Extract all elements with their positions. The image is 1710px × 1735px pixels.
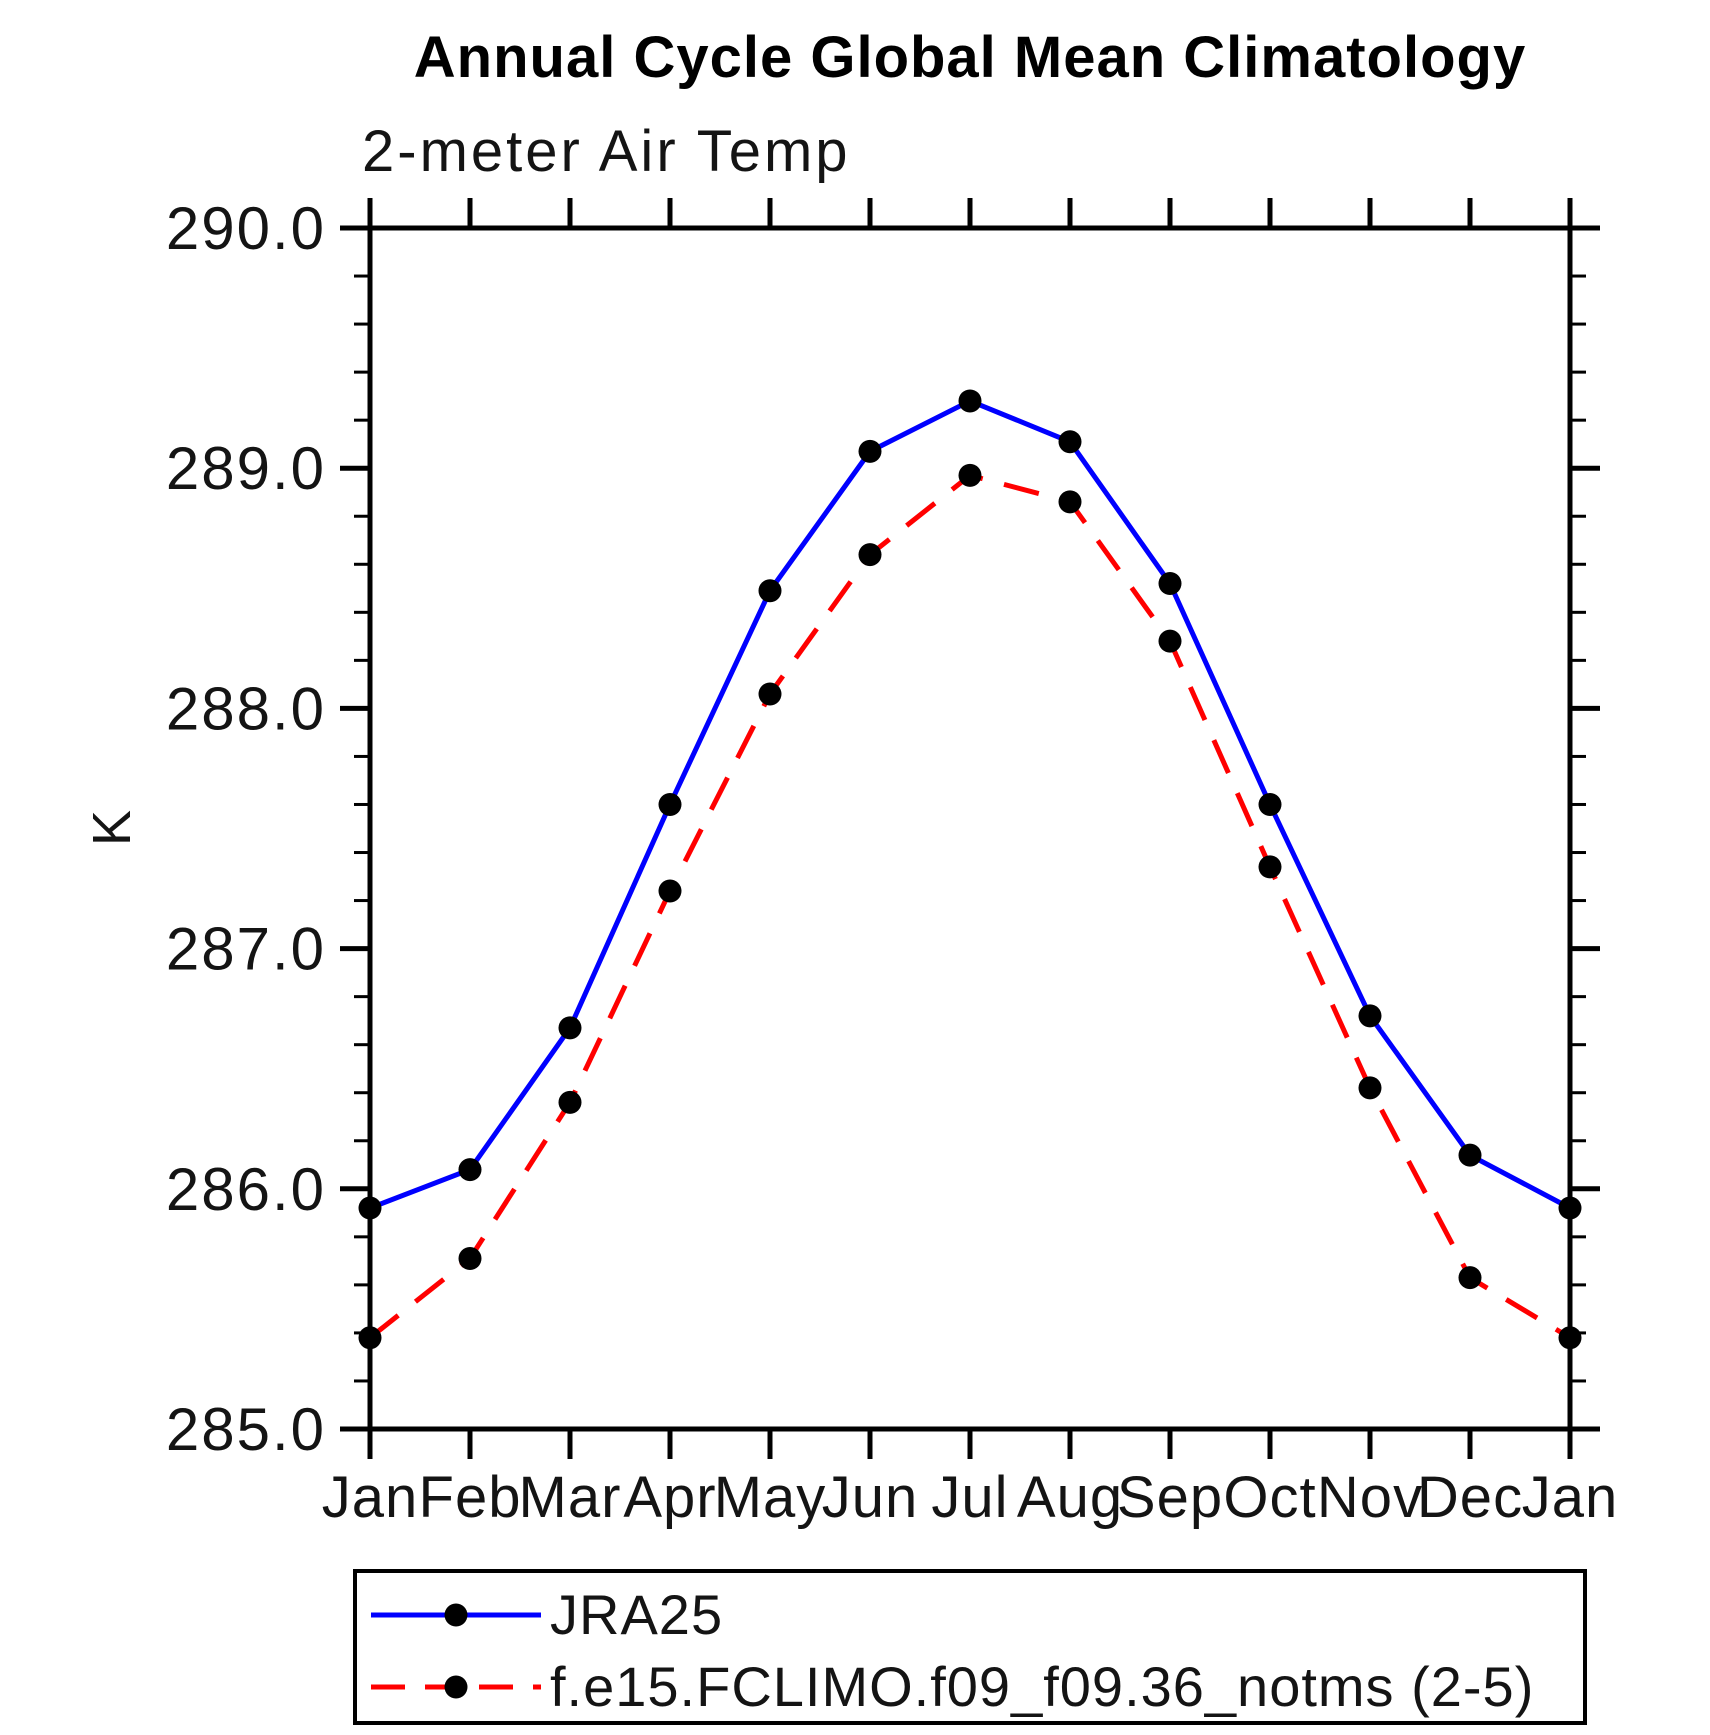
y-tick-label: 285.0: [166, 1396, 326, 1463]
data-point: [1158, 571, 1182, 595]
x-tick-label: Jul: [931, 1465, 1008, 1530]
data-point: [758, 579, 782, 603]
legend: JRA25 f.e15.FCLIMO.f09_f09.36_notms (2-5…: [353, 1569, 1587, 1725]
data-point: [1058, 430, 1082, 454]
data-point: [558, 1090, 582, 1114]
x-tick-label: Jun: [822, 1465, 919, 1530]
data-point: [1258, 855, 1282, 879]
data-point: [1258, 792, 1282, 816]
legend-item: JRA25: [357, 1585, 723, 1645]
data-point: [458, 1246, 482, 1270]
data-point: [658, 792, 682, 816]
x-tick-label: May: [714, 1465, 827, 1530]
x-tick-label: Sep: [1117, 1465, 1223, 1530]
data-point: [458, 1158, 482, 1182]
x-tick-label: Apr: [623, 1465, 716, 1530]
data-point: [758, 682, 782, 706]
legend-item: f.e15.FCLIMO.f09_f09.36_notms (2-5): [357, 1657, 1534, 1717]
data-point: [558, 1016, 582, 1040]
data-point: [1458, 1266, 1482, 1290]
x-tick-label: Mar: [519, 1465, 622, 1530]
y-tick-label: 289.0: [166, 435, 326, 502]
data-point: [858, 543, 882, 567]
chart-subtitle: 2-meter Air Temp: [362, 119, 851, 184]
legend-swatch-line-icon: [371, 1603, 541, 1627]
x-tick-label: Jan: [1522, 1465, 1619, 1530]
y-tick-label: 288.0: [166, 675, 326, 742]
y-tick-label: 290.0: [166, 195, 326, 262]
chart-title: Annual Cycle Global Mean Climatology: [413, 25, 1527, 90]
data-point: [958, 463, 982, 487]
data-point: [1558, 1326, 1582, 1350]
series-line-jra25: [369, 398, 1572, 1211]
legend-marker-icon: [444, 1603, 468, 1627]
x-tick-label: Oct: [1223, 1465, 1316, 1530]
x-tick-label: Jan: [322, 1465, 419, 1530]
data-point: [358, 1196, 382, 1220]
data-point: [1058, 490, 1082, 514]
data-point: [1558, 1196, 1582, 1220]
data-point: [1458, 1143, 1482, 1167]
legend-label: f.e15.FCLIMO.f09_f09.36_notms (2-5): [550, 1655, 1535, 1718]
series-line-f-e15-fclimo-f09-f09-36-notms-2-5-: [368, 472, 1572, 1340]
legend-label: JRA25: [550, 1583, 724, 1646]
y-tick-label: 287.0: [166, 916, 326, 983]
x-tick-label: Nov: [1317, 1465, 1423, 1530]
data-point: [358, 1326, 382, 1350]
y-tick-label: 286.0: [166, 1156, 326, 1223]
data-point: [1358, 1004, 1382, 1028]
legend-marker-icon: [444, 1675, 468, 1699]
data-point: [858, 439, 882, 463]
data-point: [1358, 1076, 1382, 1100]
x-tick-label: Feb: [419, 1465, 522, 1530]
x-tick-label: Dec: [1417, 1465, 1523, 1530]
data-point: [1158, 629, 1182, 653]
data-point: [958, 389, 982, 413]
x-tick-label: Aug: [1017, 1465, 1123, 1530]
legend-swatch-line-icon: [371, 1675, 541, 1699]
data-point: [658, 879, 682, 903]
